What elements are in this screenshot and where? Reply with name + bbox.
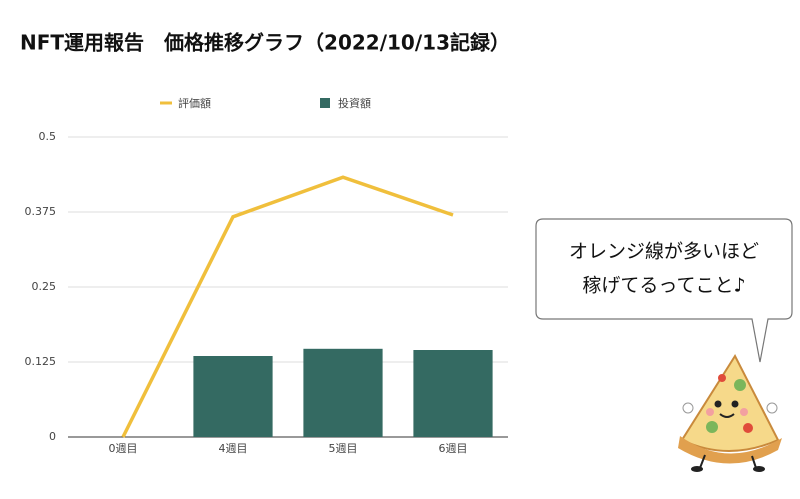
bar [303,348,383,437]
speech-bubble [535,218,793,363]
y-tick-label: 0 [49,430,56,443]
line [121,175,454,438]
y-tick-label: 0.125 [25,355,57,368]
y-tick-label: 0.375 [25,205,57,218]
x-tick-label: 6週目 [439,442,468,455]
legend-label: 評価額 [178,96,211,110]
x-tick-label: 4週目 [219,442,248,455]
annotation-line: 稼げてるってこと♪ [582,275,745,297]
legend-marker [320,98,330,108]
legend-label: 投資額 [338,96,371,110]
x-tick-label: 5週目 [329,442,358,455]
y-tick-label: 0.5 [39,130,57,143]
bar [193,356,273,437]
bar [413,350,493,437]
pizza-character [678,353,782,472]
chart-title: NFT運用報告 価格推移グラフ（2022/10/13記録） [20,31,510,55]
y-tick-label: 0.25 [32,280,57,293]
annotation-line: オレンジ線が多いほど [569,241,759,263]
x-tick-label: 0週目 [109,442,138,455]
